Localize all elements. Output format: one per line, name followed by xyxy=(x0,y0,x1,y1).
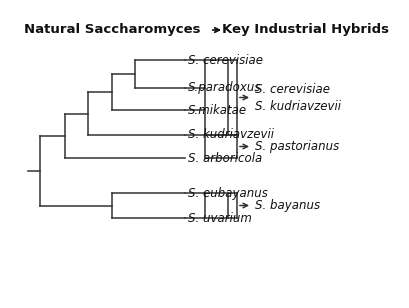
Text: S. pastorianus: S. pastorianus xyxy=(254,140,338,153)
Text: Key Industrial Hybrids: Key Industrial Hybrids xyxy=(222,23,389,37)
Text: S. bayanus: S. bayanus xyxy=(254,199,319,212)
Text: S. arboricola: S. arboricola xyxy=(188,152,262,164)
Text: S.mikatae: S.mikatae xyxy=(188,103,247,116)
Text: S.paradoxus: S.paradoxus xyxy=(188,82,261,95)
Text: S. uvarium: S. uvarium xyxy=(188,212,251,225)
Text: S. cerevisiae: S. cerevisiae xyxy=(188,54,262,67)
Text: S. cerevisiae: S. cerevisiae xyxy=(254,83,329,96)
Text: S. eubayanus: S. eubayanus xyxy=(188,187,267,200)
Text: S. kudriavzevii: S. kudriavzevii xyxy=(254,100,340,113)
Text: Natural Saccharomyces: Natural Saccharomyces xyxy=(24,23,200,37)
Text: S. kudriavzevii: S. kudriavzevii xyxy=(188,128,273,141)
